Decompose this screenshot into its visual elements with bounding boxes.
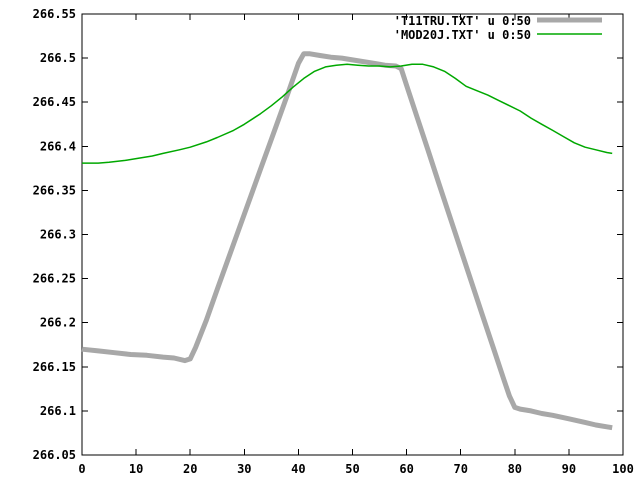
x-tick-label: 90 (562, 462, 576, 476)
y-tick-label: 266.05 (33, 448, 76, 462)
x-tick-label: 10 (129, 462, 143, 476)
y-tick-label: 266.4 (40, 139, 76, 153)
x-tick-label: 40 (291, 462, 305, 476)
x-tick-label: 100 (612, 462, 634, 476)
legend-label-mod20j.txt: 'MOD20J.TXT' u 0:50 (394, 28, 531, 42)
y-tick-label: 266.3 (40, 228, 76, 242)
y-tick-label: 266.1 (40, 404, 76, 418)
x-tick-label: 30 (237, 462, 251, 476)
y-tick-label: 266.45 (33, 95, 76, 109)
y-tick-label: 266.25 (33, 272, 76, 286)
series-line-t11tru.txt (81, 51, 613, 431)
x-tick-label: 0 (78, 462, 85, 476)
series-line-mod20j.txt (82, 63, 613, 164)
x-tick-label: 70 (453, 462, 467, 476)
y-tick-label: 266.2 (40, 316, 76, 330)
x-tick-label: 60 (399, 462, 413, 476)
y-tick-label: 266.5 (40, 51, 76, 65)
x-tick-label: 80 (508, 462, 522, 476)
y-tick-label: 266.35 (33, 183, 76, 197)
legend-label-t11tru.txt: 'T11TRU.TXT' u 0:50 (394, 14, 531, 28)
plot-border (81, 13, 624, 456)
y-tick-label: 266.55 (33, 7, 76, 21)
x-tick-label: 50 (345, 462, 359, 476)
x-tick-label: 20 (183, 462, 197, 476)
y-tick-label: 266.15 (33, 360, 76, 374)
